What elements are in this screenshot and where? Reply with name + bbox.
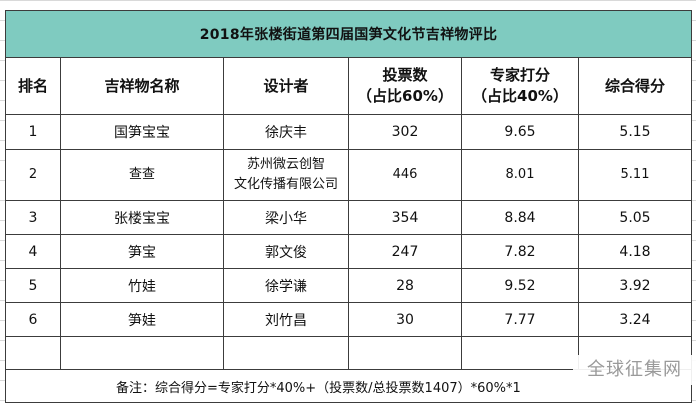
header-votes: 投票数 （占比60%） bbox=[348, 57, 462, 115]
header-expert-line2: （占比40%） bbox=[472, 87, 568, 105]
cell-votes: 247 bbox=[348, 234, 462, 269]
header-designer: 设计者 bbox=[223, 57, 349, 115]
cell-expert-score: 9.52 bbox=[461, 268, 579, 303]
cell-expert-score: 7.82 bbox=[461, 234, 579, 269]
cell-total-score: 3.92 bbox=[578, 268, 692, 303]
designer-line2: 文化传播有限公司 bbox=[233, 177, 338, 192]
cell-rank: 1 bbox=[5, 114, 61, 150]
cell-designer: 刘竹昌 bbox=[223, 302, 349, 337]
empty-cell bbox=[348, 336, 462, 370]
cell-total-score: 3.24 bbox=[578, 302, 692, 337]
cell-total-score: 5.05 bbox=[578, 200, 692, 235]
cell-designer: 苏州微云创智 文化传播有限公司 bbox=[223, 149, 349, 201]
cell-rank: 2 bbox=[5, 149, 61, 201]
table-row: 3 张楼宝宝 梁小华 354 8.84 5.05 bbox=[5, 200, 692, 235]
table-row: 1 国笋宝宝 徐庆丰 302 9.65 5.15 bbox=[5, 114, 692, 150]
table-row: 2 查查 苏州微云创智 文化传播有限公司 446 8.01 5.11 bbox=[5, 149, 692, 201]
cell-mascot-name: 笋宝 bbox=[60, 234, 224, 269]
cell-expert-score: 7.77 bbox=[461, 302, 579, 337]
cell-expert-score: 8.84 bbox=[461, 200, 579, 235]
cell-rank: 3 bbox=[5, 200, 61, 235]
cell-rank: 5 bbox=[5, 268, 61, 303]
cell-expert-score: 8.01 bbox=[461, 149, 579, 201]
mascot-ranking-table: 2018年张楼街道第四届国笋文化节吉祥物评比 排名 吉祥物名称 设计者 投票数 … bbox=[5, 10, 692, 403]
table-row: 5 竹娃 徐学谦 28 9.52 3.92 bbox=[5, 268, 692, 303]
table-row: 6 笋娃 刘竹昌 30 7.77 3.24 bbox=[5, 302, 692, 337]
header-total-score: 综合得分 bbox=[578, 57, 692, 115]
header-mascot-name: 吉祥物名称 bbox=[60, 57, 224, 115]
header-row: 排名 吉祥物名称 设计者 投票数 （占比60%） 专家打分 （占比40%） 综合… bbox=[5, 57, 692, 115]
cell-votes: 28 bbox=[348, 268, 462, 303]
header-expert-line1: 专家打分 bbox=[489, 66, 550, 84]
header-rank: 排名 bbox=[5, 57, 61, 115]
cell-designer: 郭文俊 bbox=[223, 234, 349, 269]
empty-cell bbox=[223, 336, 349, 370]
cell-expert-score: 9.65 bbox=[461, 114, 579, 150]
cell-mascot-name: 查查 bbox=[60, 149, 224, 201]
table-row: 4 笋宝 郭文俊 247 7.82 4.18 bbox=[5, 234, 692, 269]
cell-mascot-name: 竹娃 bbox=[60, 268, 224, 303]
cell-designer: 梁小华 bbox=[223, 200, 349, 235]
cell-designer: 徐庆丰 bbox=[223, 114, 349, 150]
cell-designer: 徐学谦 bbox=[223, 268, 349, 303]
cell-mascot-name: 笋娃 bbox=[60, 302, 224, 337]
cell-total-score: 4.18 bbox=[578, 234, 692, 269]
empty-cell bbox=[60, 336, 224, 370]
cell-rank: 4 bbox=[5, 234, 61, 269]
empty-cell bbox=[5, 336, 61, 370]
watermark-logo: 全球征集网 bbox=[573, 355, 696, 385]
header-votes-line2: （占比60%） bbox=[357, 87, 453, 105]
cell-mascot-name: 张楼宝宝 bbox=[60, 200, 224, 235]
header-votes-line1: 投票数 bbox=[382, 66, 428, 84]
empty-cell bbox=[461, 336, 579, 370]
cell-votes: 354 bbox=[348, 200, 462, 235]
header-expert-score: 专家打分 （占比40%） bbox=[461, 57, 579, 115]
cell-votes: 30 bbox=[348, 302, 462, 337]
cell-mascot-name: 国笋宝宝 bbox=[60, 114, 224, 150]
cell-total-score: 5.11 bbox=[578, 149, 692, 201]
table-title: 2018年张楼街道第四届国笋文化节吉祥物评比 bbox=[5, 10, 692, 58]
cell-votes: 302 bbox=[348, 114, 462, 150]
designer-line1: 苏州微云创智 bbox=[246, 157, 325, 172]
cell-votes: 446 bbox=[348, 149, 462, 201]
cell-total-score: 5.15 bbox=[578, 114, 692, 150]
cell-rank: 6 bbox=[5, 302, 61, 337]
